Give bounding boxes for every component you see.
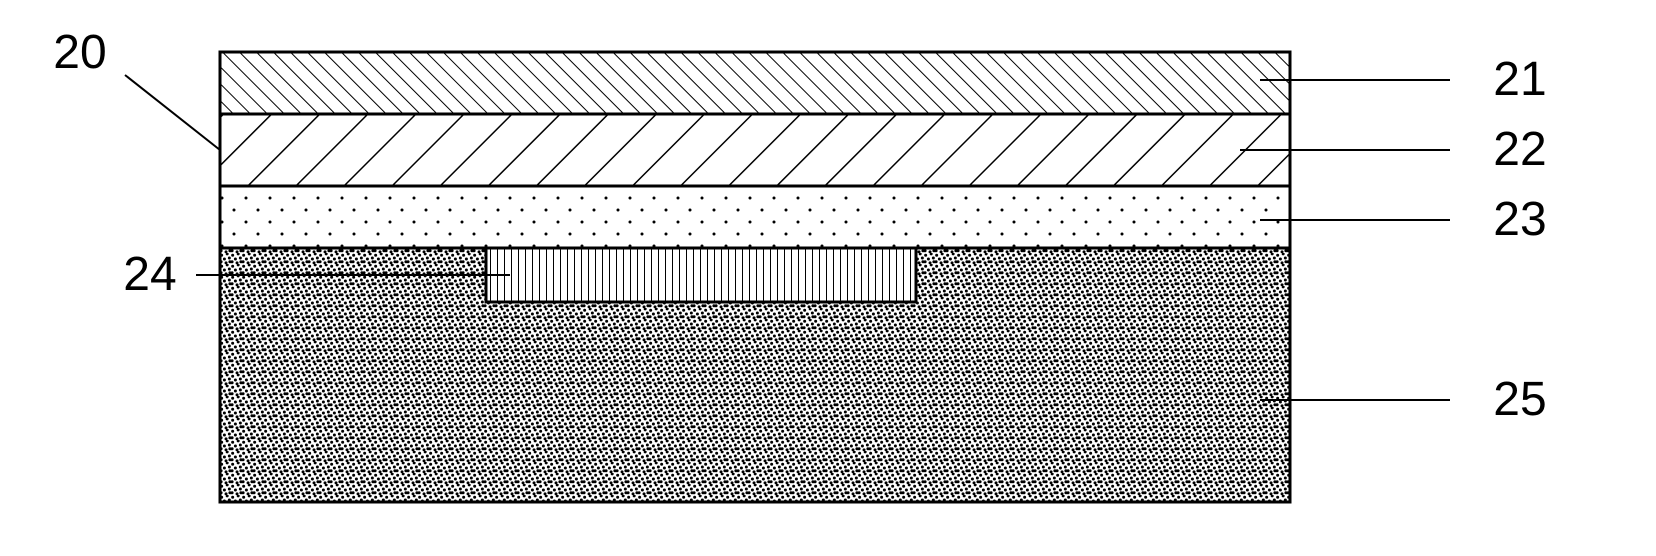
assembly-leader-20 — [125, 75, 220, 150]
label-23: 23 — [1493, 193, 1546, 246]
label-25: 25 — [1493, 373, 1546, 426]
label-21: 21 — [1493, 53, 1546, 106]
label-24: 24 — [123, 248, 176, 301]
layer-21 — [220, 52, 1290, 114]
layer-23 — [220, 186, 1290, 248]
layer-24 — [486, 248, 916, 302]
label-22: 22 — [1493, 123, 1546, 176]
layer-22 — [220, 114, 1290, 186]
label-20: 20 — [53, 26, 106, 79]
